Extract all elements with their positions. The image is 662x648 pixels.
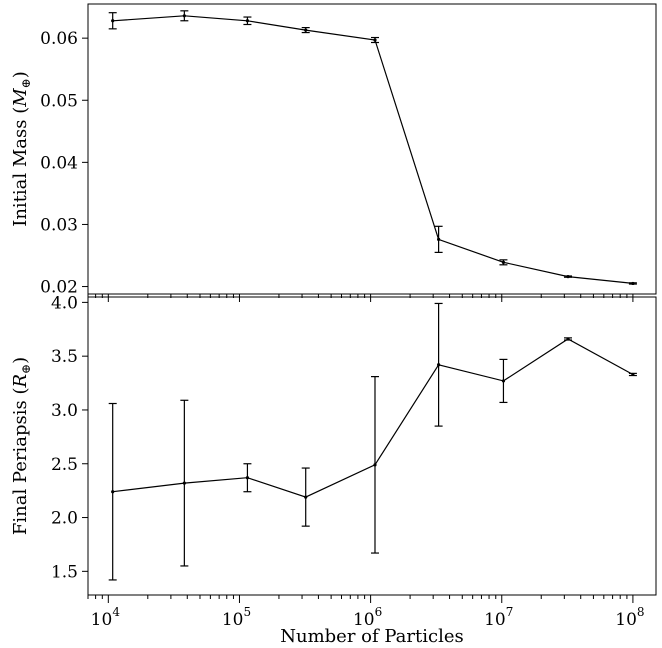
periapsis-y-tick-label: 2.0 bbox=[51, 509, 78, 529]
mass-y-axis-label: Initial Mass (M⊕) bbox=[10, 71, 33, 227]
mass-y-tick-label: 0.04 bbox=[40, 153, 78, 173]
periapsis-data-point bbox=[111, 490, 115, 494]
periapsis-data-point bbox=[566, 337, 570, 341]
x-axis-label: Number of Particles bbox=[280, 626, 464, 647]
mass-data-point bbox=[245, 19, 250, 23]
periapsis-data-point bbox=[182, 481, 186, 485]
mass-plot-frame bbox=[87, 3, 657, 295]
mass-data-point bbox=[631, 281, 635, 286]
periapsis-data-point bbox=[631, 372, 635, 377]
periapsis-series-line bbox=[112, 338, 634, 498]
periapsis-data-point bbox=[437, 363, 441, 367]
periapsis-y-tick-label: 4.0 bbox=[51, 293, 78, 313]
mass-data-point bbox=[501, 260, 506, 264]
mass-y-tick-label: 0.02 bbox=[40, 278, 78, 298]
periapsis-data-point bbox=[373, 463, 377, 467]
periapsis-x-tick-label: 106 bbox=[353, 605, 382, 630]
mass-data-point bbox=[566, 275, 570, 279]
mass-data-point bbox=[182, 14, 186, 18]
mass-data-point bbox=[304, 28, 308, 32]
periapsis-x-tick-label: 104 bbox=[91, 605, 121, 630]
periapsis-y-tick-label: 1.5 bbox=[51, 562, 78, 582]
periapsis-data-point bbox=[501, 379, 506, 383]
periapsis-data-point bbox=[245, 476, 250, 480]
periapsis-x-tick-label: 108 bbox=[615, 605, 644, 630]
periapsis-data-point bbox=[304, 495, 308, 499]
periapsis-y-tick-label: 3.5 bbox=[51, 347, 78, 367]
periapsis-x-tick-label: 105 bbox=[222, 605, 251, 630]
mass-y-tick-label: 0.03 bbox=[40, 215, 78, 235]
panel-initial-mass: 0.02 0.03 0.04 0.05 0.06 Initial Mass (M⊕) bbox=[10, 3, 657, 302]
panel-final-periapsis: 1.5 2.0 2.5 3.0 3.5 4.0 104 105 106 107 108 Number … bbox=[10, 293, 657, 647]
periapsis-y-tick-label: 3.0 bbox=[51, 401, 78, 421]
periapsis-x-tick-label: 107 bbox=[484, 605, 513, 630]
mass-data-point bbox=[437, 237, 441, 241]
periapsis-y-axis-label: Final Periapsis (R⊕) bbox=[10, 357, 33, 535]
mass-y-tick-label: 0.05 bbox=[40, 91, 78, 111]
mass-data-point bbox=[111, 19, 115, 23]
mass-y-tick-label: 0.06 bbox=[40, 29, 78, 49]
mass-data-point bbox=[373, 38, 377, 42]
periapsis-y-tick-label: 2.5 bbox=[51, 455, 78, 475]
mass-series-line bbox=[112, 15, 633, 284]
periapsis-plot-frame bbox=[87, 296, 657, 596]
